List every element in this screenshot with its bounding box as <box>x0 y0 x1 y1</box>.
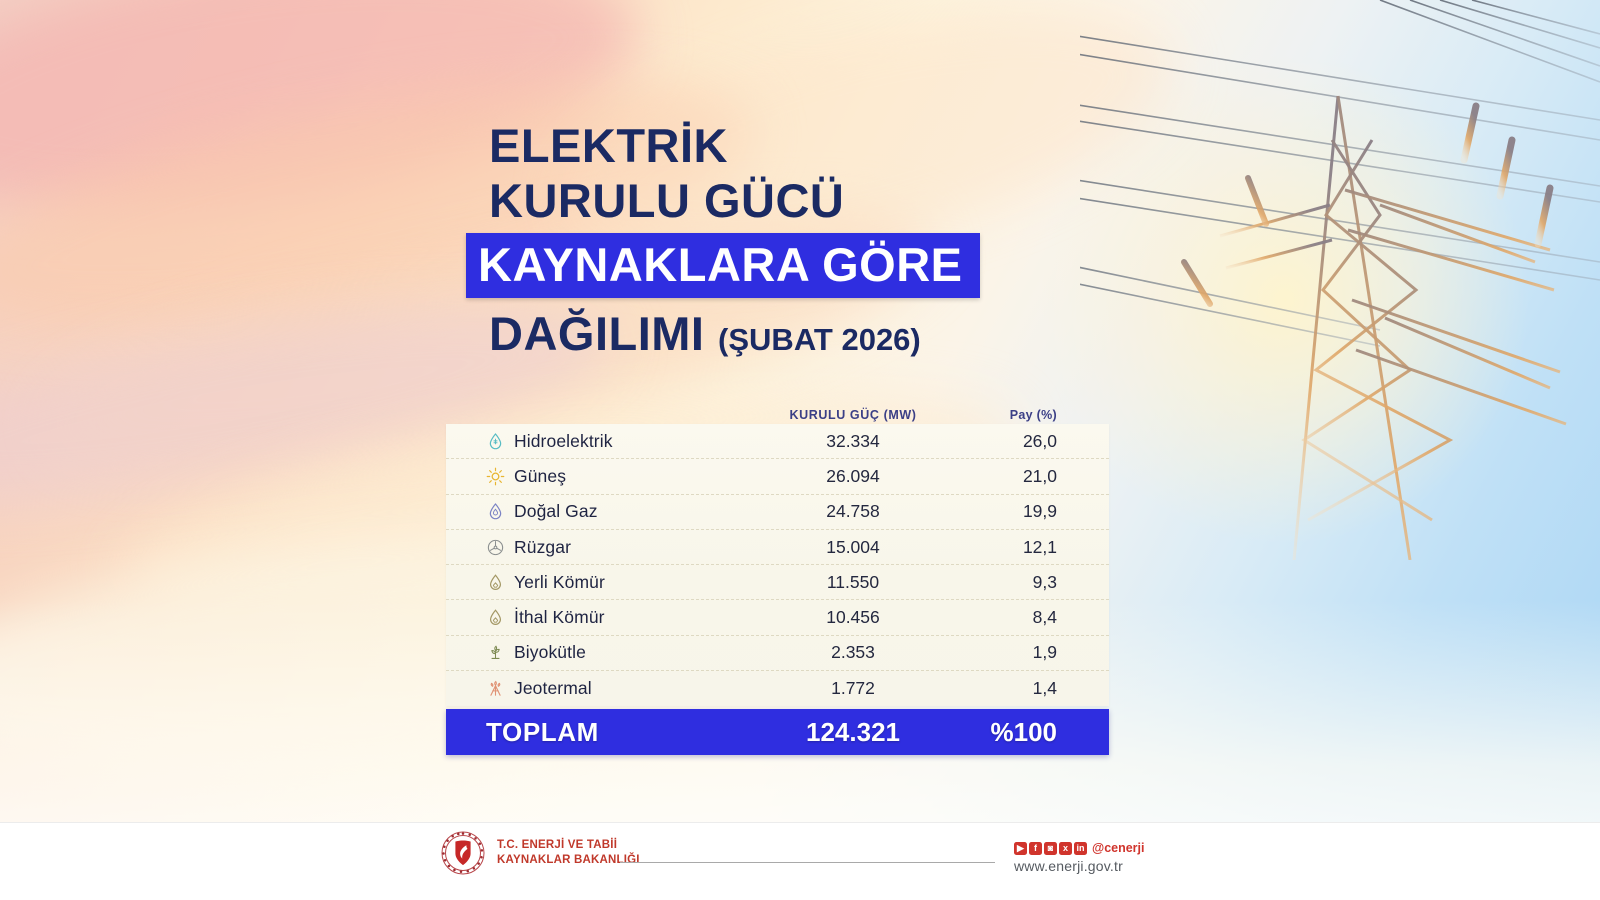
cell-source: Rüzgar <box>486 537 738 558</box>
social-handle[interactable]: @cenerji <box>1092 841 1145 855</box>
cell-capacity: 11.550 <box>826 571 880 592</box>
geothermal-icon <box>490 680 501 697</box>
cell-source: Doğal Gaz <box>486 501 738 522</box>
cell-capacity: 15.004 <box>826 536 880 557</box>
transmission-tower-image <box>1080 0 1600 560</box>
cell-capacity: 26.094 <box>826 465 880 486</box>
title-period: (ŞUBAT 2026) <box>718 322 921 357</box>
cell-source: Yerli Kömür <box>486 572 738 593</box>
table-row: Güneş 26.094 21,0 <box>446 459 1109 495</box>
coal-icon <box>489 609 502 626</box>
footer-band <box>0 822 1600 900</box>
cell-share: 8,4 <box>1032 607 1057 628</box>
header-capacity: KURULU GÜÇ (MW) <box>789 408 917 422</box>
total-label: TOPLAM <box>486 716 599 747</box>
title-line-2: KURULU GÜCÜ <box>489 174 845 227</box>
table-row: Jeotermal 1.772 1,4 <box>446 671 1109 706</box>
cell-capacity: 32.334 <box>826 430 880 451</box>
ministry-emblem-icon <box>441 831 485 875</box>
cell-capacity: 2.353 <box>831 642 875 663</box>
source-label: Rüzgar <box>514 536 572 557</box>
cell-share: 12,1 <box>1022 536 1057 557</box>
ministry-name: T.C. ENERJİ VE TABİİ KAYNAKLAR BAKANLIĞI <box>497 838 640 868</box>
sun-icon <box>486 467 505 486</box>
cell-share: 9,3 <box>1032 571 1057 592</box>
cell-share: 1,4 <box>1032 678 1057 699</box>
source-label: Hidroelektrik <box>514 430 613 451</box>
website-url[interactable]: www.enerji.gov.tr <box>1014 858 1123 874</box>
cell-capacity: 1.772 <box>831 678 875 699</box>
coal-icon <box>489 574 502 590</box>
source-label: Doğal Gaz <box>514 501 598 522</box>
cell-capacity: 10.456 <box>826 607 880 628</box>
gas-flame-icon <box>489 503 502 520</box>
ministry-line-2: KAYNAKLAR BAKANLIĞI <box>497 854 640 866</box>
title-highlight-line: KAYNAKLARA GÖRE <box>466 233 980 298</box>
header-share: Pay (%) <box>1009 408 1057 422</box>
source-label: Güneş <box>514 465 567 486</box>
table-body: Hidroelektrik 32.334 26,0 Güneş 2 <box>446 424 1109 707</box>
source-label: Jeotermal <box>514 678 592 699</box>
twitter-icon[interactable]: x <box>1059 841 1072 855</box>
title-line-4-text: DAĞILIMI <box>489 307 705 360</box>
page-title: ELEKTRİK KURULU GÜCÜ KAYNAKLARA GÖRE DAĞ… <box>466 118 1109 367</box>
source-label: Biyokütle <box>514 642 586 663</box>
capacity-table: KURULU GÜÇ (MW) Pay (%) Hidroelektrik 32… <box>446 392 1109 756</box>
table-total-row: TOPLAM 124.321 %100 <box>446 709 1109 756</box>
cell-source: Hidroelektrik <box>486 431 738 452</box>
cell-source: İthal Kömür <box>486 607 738 628</box>
cell-capacity: 24.758 <box>826 501 880 522</box>
cell-share: 1,9 <box>1032 642 1057 663</box>
total-share: %100 <box>990 716 1058 747</box>
cell-share: 21,0 <box>1022 465 1057 486</box>
title-line-1: ELEKTRİK <box>489 119 728 172</box>
facebook-icon[interactable]: f <box>1029 841 1042 855</box>
social-links[interactable]: ▶ f ◙ x in @cenerji <box>1014 841 1145 855</box>
water-drop-icon <box>489 432 502 449</box>
table-header-row: KURULU GÜÇ (MW) Pay (%) <box>446 392 1109 424</box>
cell-source: Güneş <box>486 466 738 487</box>
ministry-logo: T.C. ENERJİ VE TABİİ KAYNAKLAR BAKANLIĞI <box>440 830 640 876</box>
source-label: İthal Kömür <box>514 607 605 628</box>
source-label: Yerli Kömür <box>514 571 605 592</box>
table-row: Biyokütle 2.353 1,9 <box>446 636 1109 672</box>
biomass-icon <box>491 645 500 660</box>
linkedin-icon[interactable]: in <box>1074 841 1087 855</box>
cell-share: 26,0 <box>1022 430 1057 451</box>
table-row: İthal Kömür 10.456 8,4 <box>446 600 1109 636</box>
youtube-icon[interactable]: ▶ <box>1014 841 1027 855</box>
total-capacity: 124.321 <box>806 716 900 747</box>
cell-source: Biyokütle <box>486 642 738 663</box>
table-row: Rüzgar 15.004 12,1 <box>446 530 1109 566</box>
table-row: Doğal Gaz 24.758 19,9 <box>446 495 1109 530</box>
wind-turbine-icon <box>487 539 504 555</box>
footer-divider <box>620 862 995 863</box>
table-row: Yerli Kömür 11.550 9,3 <box>446 565 1109 601</box>
ministry-line-1: T.C. ENERJİ VE TABİİ <box>497 839 618 851</box>
table-row: Hidroelektrik 32.334 26,0 <box>446 424 1109 460</box>
cell-source: Jeotermal <box>486 678 738 699</box>
cell-share: 19,9 <box>1022 501 1057 522</box>
instagram-icon[interactable]: ◙ <box>1044 841 1057 855</box>
title-line-4: DAĞILIMI (ŞUBAT 2026) <box>489 306 1109 367</box>
